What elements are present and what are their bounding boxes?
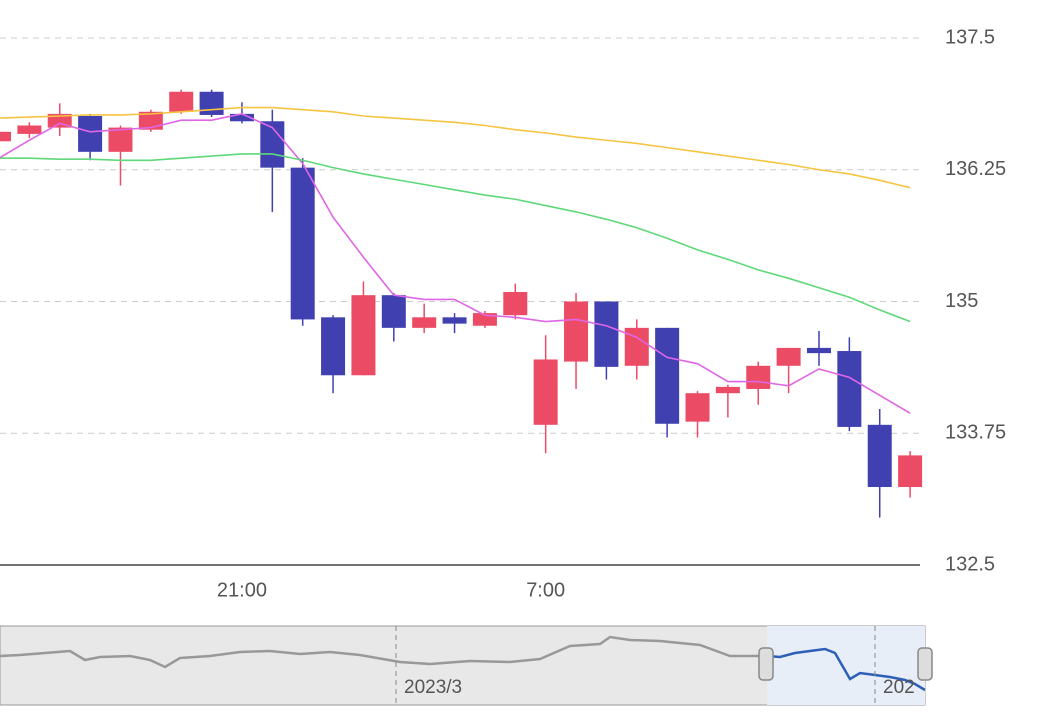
candle-body [533, 359, 558, 425]
y-tick-label: 137.5 [945, 26, 995, 48]
y-tick-label: 136.25 [945, 158, 1006, 180]
candle-body [412, 317, 437, 328]
candle-body [78, 115, 103, 152]
candle-body [898, 455, 923, 488]
candle-body [0, 131, 11, 142]
candle-body [746, 365, 771, 389]
candle-body [503, 292, 528, 316]
candle-body [655, 327, 680, 424]
candle-body [837, 351, 862, 427]
zoom-handle[interactable] [917, 647, 933, 681]
candle-body [229, 113, 254, 122]
candle-body [290, 167, 315, 320]
zoom-label: 202 [883, 677, 915, 698]
y-tick-label: 133.75 [945, 422, 1006, 444]
candle-body [715, 386, 740, 394]
candle-body [47, 113, 72, 128]
candle-body [199, 91, 224, 115]
data-zoom[interactable]: 2023/3 202 [0, 625, 933, 706]
candle-body [351, 295, 376, 376]
zoom-window[interactable] [767, 626, 925, 705]
candle-body [17, 125, 42, 134]
candle-body [867, 424, 892, 488]
zoom-handle[interactable] [758, 647, 774, 681]
y-tick-label: 135 [945, 290, 978, 312]
moving-average-line [0, 113, 911, 414]
zoom-label: 2023/3 [404, 677, 462, 698]
x-tick-label: 7:00 [526, 579, 565, 601]
candle-body [776, 347, 801, 366]
candle-body [594, 301, 619, 367]
y-tick-label: 132.5 [945, 553, 995, 575]
candle-body [321, 317, 346, 376]
candle-body [138, 111, 163, 130]
moving-average-line [0, 153, 911, 323]
plot-area: 132.5 133.75 135 136.25 137.5 21:00 7:00 [0, 26, 1006, 601]
candle-body [169, 91, 194, 112]
candle-body [685, 393, 710, 422]
candle-body [381, 295, 406, 328]
zoom-overview [0, 635, 767, 669]
candle-body [260, 121, 285, 168]
candle-body [442, 317, 467, 324]
moving-average-line [0, 106, 911, 189]
zoom-overview-selected [766, 647, 926, 692]
candle-body [806, 347, 831, 354]
candle-body [564, 301, 589, 362]
x-tick-label: 21:00 [217, 579, 267, 601]
candle-body [108, 127, 133, 152]
